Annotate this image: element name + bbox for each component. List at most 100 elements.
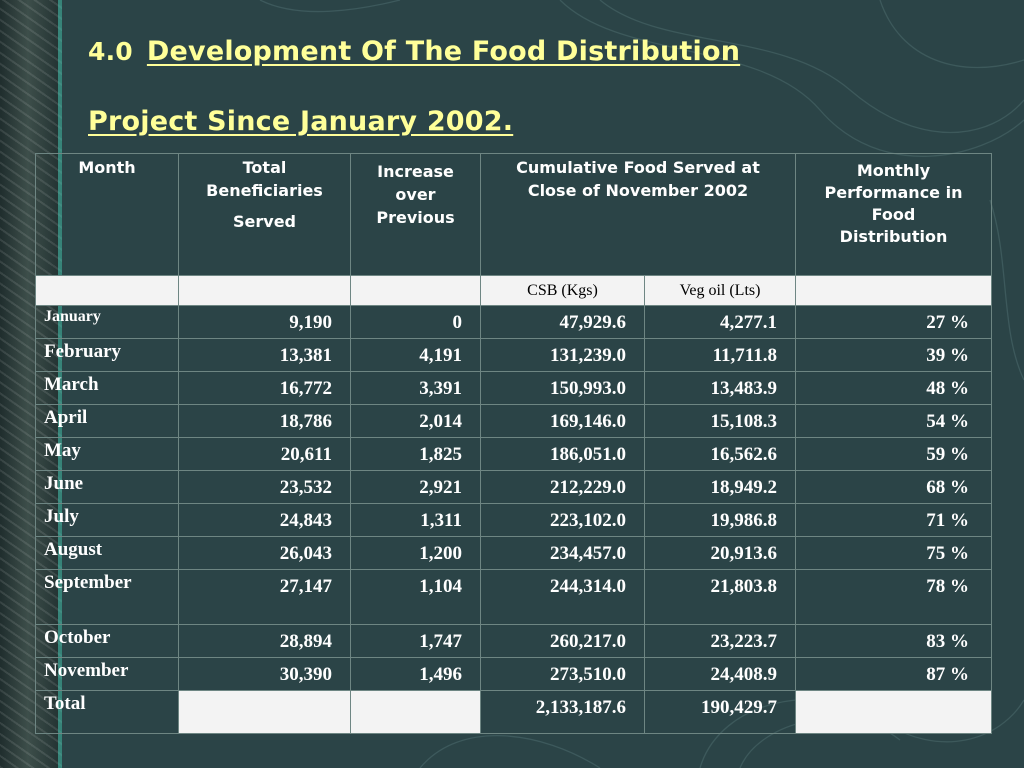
total-cell: 27,147 bbox=[178, 569, 351, 625]
csb-cell: 212,229.0 bbox=[480, 470, 645, 504]
blank-cell bbox=[795, 690, 992, 734]
month-cell: September bbox=[35, 569, 179, 625]
header-served-label: Served bbox=[233, 212, 296, 231]
header-performance: Monthly Performance in Food Distribution bbox=[795, 153, 992, 276]
performance-cell: 48 % bbox=[795, 371, 992, 405]
csb-cell: 260,217.0 bbox=[480, 624, 645, 658]
table-row: July 24,843 1,311 223,102.0 19,986.8 71 … bbox=[35, 503, 992, 537]
month-cell: August bbox=[35, 536, 179, 570]
blank-cell bbox=[795, 275, 992, 306]
total-cell: 16,772 bbox=[178, 371, 351, 405]
performance-cell: 83 % bbox=[795, 624, 992, 658]
performance-cell: 27 % bbox=[795, 305, 992, 339]
csb-cell: 234,457.0 bbox=[480, 536, 645, 570]
total-cell: 26,043 bbox=[178, 536, 351, 570]
title-line-2: Project Since January 2002. bbox=[88, 106, 514, 137]
month-cell: January bbox=[35, 305, 179, 339]
csb-cell: 223,102.0 bbox=[480, 503, 645, 537]
table-row: January 9,190 0 47,929.6 4,277.1 27 % bbox=[35, 305, 992, 339]
total-cell: 18,786 bbox=[178, 404, 351, 438]
total-cell: 13,381 bbox=[178, 338, 351, 372]
performance-cell: 59 % bbox=[795, 437, 992, 471]
oil-cell: 4,277.1 bbox=[644, 305, 796, 339]
oil-cell: 13,483.9 bbox=[644, 371, 796, 405]
oil-cell: 15,108.3 bbox=[644, 404, 796, 438]
table-row: May 20,611 1,825 186,051.0 16,562.6 59 % bbox=[35, 437, 992, 471]
table-row: August 26,043 1,200 234,457.0 20,913.6 7… bbox=[35, 536, 992, 570]
header-total-label: Total Beneficiaries bbox=[206, 158, 323, 200]
table-row: October 28,894 1,747 260,217.0 23,223.7 … bbox=[35, 624, 992, 658]
oil-cell: 20,913.6 bbox=[644, 536, 796, 570]
total-row: Total 2,133,187.6 190,429.7 bbox=[35, 690, 992, 734]
table-row: April 18,786 2,014 169,146.0 15,108.3 54… bbox=[35, 404, 992, 438]
table-row: June 23,532 2,921 212,229.0 18,949.2 68 … bbox=[35, 470, 992, 504]
csb-cell: 150,993.0 bbox=[480, 371, 645, 405]
header-cumulative: Cumulative Food Served at Close of Novem… bbox=[480, 153, 796, 276]
csb-cell: 47,929.6 bbox=[480, 305, 645, 339]
header-total-beneficiaries: Total Beneficiaries Served bbox=[178, 153, 351, 276]
month-cell: July bbox=[35, 503, 179, 537]
oil-cell: 16,562.6 bbox=[644, 437, 796, 471]
header-month: Month bbox=[35, 153, 179, 276]
csb-total-cell: 2,133,187.6 bbox=[480, 690, 645, 734]
header-csb: CSB (Kgs) bbox=[480, 275, 645, 306]
increase-cell: 2,014 bbox=[350, 404, 481, 438]
oil-cell: 18,949.2 bbox=[644, 470, 796, 504]
month-cell: April bbox=[35, 404, 179, 438]
increase-cell: 1,496 bbox=[350, 657, 481, 691]
total-cell: 9,190 bbox=[178, 305, 351, 339]
blank-cell bbox=[350, 275, 481, 306]
month-cell: February bbox=[35, 338, 179, 372]
performance-cell: 87 % bbox=[795, 657, 992, 691]
header-increase: Increase over Previous bbox=[350, 153, 481, 276]
oil-total-cell: 190,429.7 bbox=[644, 690, 796, 734]
subheader-row: CSB (Kgs) Veg oil (Lts) bbox=[35, 275, 992, 306]
increase-cell: 1,825 bbox=[350, 437, 481, 471]
performance-cell: 71 % bbox=[795, 503, 992, 537]
oil-cell: 23,223.7 bbox=[644, 624, 796, 658]
oil-cell: 21,803.8 bbox=[644, 569, 796, 625]
month-cell: March bbox=[35, 371, 179, 405]
blank-cell bbox=[35, 275, 179, 306]
slide-title-continued: Project Since January 2002. bbox=[88, 106, 513, 137]
total-cell: 28,894 bbox=[178, 624, 351, 658]
month-cell: November bbox=[35, 657, 179, 691]
blank-cell bbox=[178, 690, 351, 734]
performance-cell: 75 % bbox=[795, 536, 992, 570]
performance-cell: 54 % bbox=[795, 404, 992, 438]
performance-cell: 68 % bbox=[795, 470, 992, 504]
oil-cell: 19,986.8 bbox=[644, 503, 796, 537]
month-cell: October bbox=[35, 624, 179, 658]
increase-cell: 4,191 bbox=[350, 338, 481, 372]
total-cell: 24,843 bbox=[178, 503, 351, 537]
title-line-1: Development Of The Food Distribution bbox=[146, 36, 741, 67]
increase-cell: 2,921 bbox=[350, 470, 481, 504]
oil-cell: 11,711.8 bbox=[644, 338, 796, 372]
total-label: Total bbox=[35, 690, 179, 734]
table-row: March 16,772 3,391 150,993.0 13,483.9 48… bbox=[35, 371, 992, 405]
header-row: Month Total Beneficiaries Served Increas… bbox=[35, 153, 992, 276]
month-cell: June bbox=[35, 470, 179, 504]
food-distribution-table: Month Total Beneficiaries Served Increas… bbox=[35, 153, 992, 734]
increase-cell: 1,200 bbox=[350, 536, 481, 570]
increase-cell: 1,104 bbox=[350, 569, 481, 625]
total-cell: 30,390 bbox=[178, 657, 351, 691]
csb-cell: 273,510.0 bbox=[480, 657, 645, 691]
blank-cell bbox=[350, 690, 481, 734]
increase-cell: 3,391 bbox=[350, 371, 481, 405]
performance-cell: 39 % bbox=[795, 338, 992, 372]
section-number: 4.0 bbox=[88, 37, 133, 66]
csb-cell: 244,314.0 bbox=[480, 569, 645, 625]
month-cell: May bbox=[35, 437, 179, 471]
performance-cell: 78 % bbox=[795, 569, 992, 625]
table-row: November 30,390 1,496 273,510.0 24,408.9… bbox=[35, 657, 992, 691]
table-row: September 27,147 1,104 244,314.0 21,803.… bbox=[35, 569, 992, 625]
increase-cell: 1,747 bbox=[350, 624, 481, 658]
blank-cell bbox=[178, 275, 351, 306]
increase-cell: 1,311 bbox=[350, 503, 481, 537]
csb-cell: 131,239.0 bbox=[480, 338, 645, 372]
csb-cell: 186,051.0 bbox=[480, 437, 645, 471]
total-cell: 20,611 bbox=[178, 437, 351, 471]
table-row: February 13,381 4,191 131,239.0 11,711.8… bbox=[35, 338, 992, 372]
total-cell: 23,532 bbox=[178, 470, 351, 504]
